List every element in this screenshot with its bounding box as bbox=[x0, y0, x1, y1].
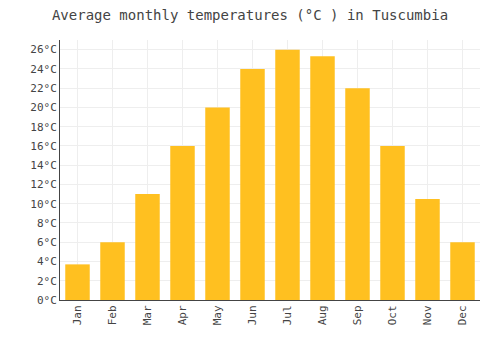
svg-text:0°C: 0°C bbox=[37, 294, 57, 307]
svg-text:26°C: 26°C bbox=[30, 43, 57, 56]
svg-text:Jun: Jun bbox=[246, 305, 259, 325]
svg-text:6°C: 6°C bbox=[37, 236, 57, 249]
svg-text:18°C: 18°C bbox=[30, 121, 57, 134]
svg-text:20°C: 20°C bbox=[30, 101, 57, 114]
svg-text:Average monthly temperatures (: Average monthly temperatures (°C ) in Tu… bbox=[52, 7, 448, 23]
svg-text:Jul: Jul bbox=[281, 305, 294, 325]
svg-text:Feb: Feb bbox=[106, 305, 119, 325]
svg-text:4°C: 4°C bbox=[37, 255, 57, 268]
svg-text:10°C: 10°C bbox=[30, 198, 57, 211]
svg-text:Sep: Sep bbox=[351, 305, 364, 325]
svg-text:14°C: 14°C bbox=[30, 159, 57, 172]
svg-text:Aug: Aug bbox=[316, 305, 329, 325]
svg-text:Jan: Jan bbox=[71, 305, 84, 325]
svg-text:Apr: Apr bbox=[176, 305, 189, 325]
svg-text:12°C: 12°C bbox=[30, 178, 57, 191]
svg-text:Dec: Dec bbox=[456, 305, 469, 325]
svg-text:May: May bbox=[211, 305, 224, 325]
svg-text:2°C: 2°C bbox=[37, 275, 57, 288]
svg-text:Nov: Nov bbox=[421, 305, 434, 325]
svg-text:22°C: 22°C bbox=[30, 82, 57, 95]
svg-text:16°C: 16°C bbox=[30, 140, 57, 153]
svg-text:Oct: Oct bbox=[386, 305, 399, 325]
svg-text:Mar: Mar bbox=[141, 305, 154, 325]
svg-text:24°C: 24°C bbox=[30, 63, 57, 76]
svg-text:8°C: 8°C bbox=[37, 217, 57, 230]
